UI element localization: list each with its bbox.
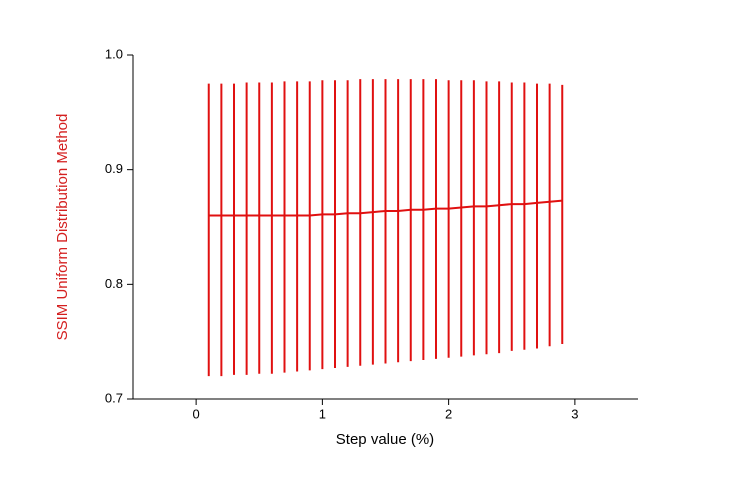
- x-tick-label: 1: [319, 406, 326, 421]
- y-tick-label: 0.9: [105, 161, 123, 176]
- x-axis-label: Step value (%): [336, 431, 434, 448]
- y-axis-label: SSIM Uniform Distribution Method: [54, 114, 71, 341]
- x-tick-label: 0: [193, 406, 200, 421]
- x-tick-label: 2: [445, 406, 452, 421]
- y-tick-label: 1.0: [105, 46, 123, 61]
- mean-line: [208, 199, 563, 217]
- x-tick-label: 3: [571, 406, 578, 421]
- y-tick-label: 0.8: [105, 276, 123, 291]
- y-tick-label: 0.7: [105, 390, 123, 405]
